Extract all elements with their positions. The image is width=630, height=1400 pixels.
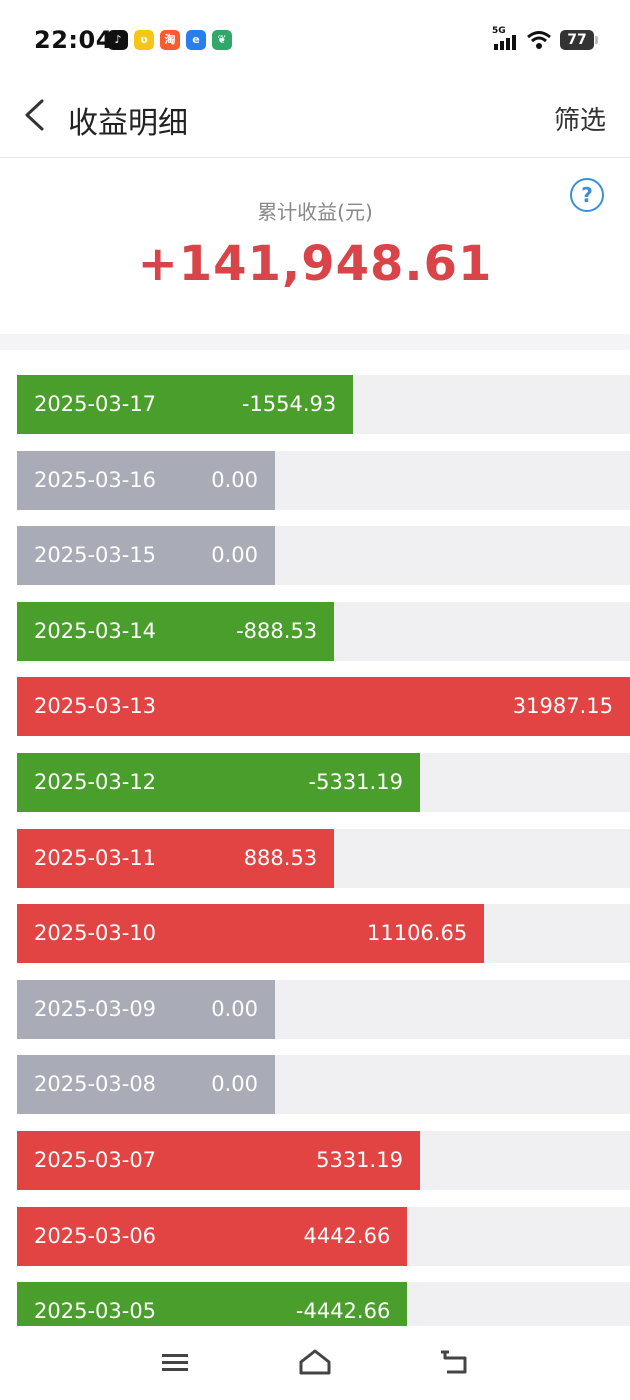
status-bar: 22:04 ♪ ʋ 淘 e ❦ 5G 77 [0, 0, 630, 82]
earnings-bar [17, 601, 335, 661]
earnings-date: 2025-03-09 [34, 996, 157, 1021]
earnings-row[interactable]: 2025-03-16 0.00 [17, 450, 630, 510]
earnings-row[interactable]: 2025-03-17 -1554.93 [17, 375, 630, 434]
earnings-bar [17, 1206, 408, 1266]
tiktok-icon: ♪ [108, 30, 128, 50]
earnings-bar [17, 828, 335, 888]
status-right: 5G 77 [492, 26, 598, 50]
earnings-date: 2025-03-16 [34, 467, 157, 492]
back-nav-icon[interactable] [437, 1346, 473, 1378]
total-earnings-label: 累计收益(元) [257, 200, 373, 224]
earnings-amount: 0.00 [211, 467, 258, 492]
earnings-date: 2025-03-14 [34, 618, 157, 643]
earnings-amount: -5331.19 [308, 770, 403, 794]
page-title: 收益明细 [68, 106, 188, 141]
navigation-bar: 收益明细 筛选 [0, 82, 630, 158]
earnings-bar [17, 677, 630, 737]
earnings-bar [17, 526, 275, 586]
earnings-amount: 0.00 [211, 543, 258, 568]
menu-icon[interactable] [157, 1346, 193, 1378]
network-type-label: 5G [492, 26, 506, 36]
earnings-date: 2025-03-13 [34, 694, 157, 719]
earnings-row[interactable]: 2025-03-05 -4442.66 [17, 1282, 630, 1326]
status-time: 22:04 [34, 26, 113, 54]
home-icon[interactable] [297, 1346, 333, 1378]
earnings-amount: 5331.19 [316, 1148, 403, 1172]
earnings-date: 2025-03-12 [34, 770, 157, 794]
earnings-date: 2025-03-15 [34, 543, 157, 568]
earnings-amount: 0.00 [211, 996, 258, 1021]
earnings-bar [17, 1055, 275, 1115]
browser-icon: e [186, 30, 206, 50]
section-divider [0, 334, 630, 350]
notification-icons: ♪ ʋ 淘 e ❦ [108, 30, 232, 50]
earnings-row[interactable]: 2025-03-15 0.00 [17, 526, 630, 586]
earnings-row[interactable]: 2025-03-14 -888.53 [17, 601, 630, 661]
earnings-date: 2025-03-07 [34, 1148, 157, 1172]
earnings-date: 2025-03-17 [34, 392, 157, 416]
earnings-date: 2025-03-08 [34, 1072, 157, 1097]
earnings-row[interactable]: 2025-03-12 -5331.19 [17, 753, 630, 812]
earnings-amount: -4442.66 [295, 1299, 391, 1324]
earnings-summary: 累计收益(元) +141,948.61 ? [0, 158, 630, 334]
earnings-bar [17, 979, 275, 1039]
earnings-amount: 11106.65 [366, 921, 468, 946]
green-app-icon: ❦ [212, 30, 232, 50]
system-navigation-bar [0, 1326, 630, 1400]
wifi-icon [527, 31, 551, 49]
earnings-date: 2025-03-05 [34, 1299, 157, 1324]
total-earnings-value: +141,948.61 [137, 236, 493, 292]
earnings-amount: 4442.66 [303, 1223, 391, 1248]
earnings-row[interactable]: 2025-03-06 4442.66 [17, 1206, 630, 1266]
earnings-row[interactable]: 2025-03-11 888.53 [17, 828, 630, 888]
earnings-amount: 0.00 [211, 1072, 258, 1097]
earnings-bar [17, 450, 275, 510]
earnings-row[interactable]: 2025-03-08 0.00 [17, 1055, 630, 1115]
earnings-bar [17, 904, 485, 964]
filter-button[interactable]: 筛选 [553, 106, 606, 136]
earnings-date: 2025-03-06 [34, 1223, 157, 1248]
earnings-bar [17, 1282, 408, 1326]
help-icon[interactable]: ? [570, 178, 604, 212]
earnings-amount: -888.53 [236, 618, 318, 643]
battery-icon: 77 [560, 30, 598, 50]
earnings-row[interactable]: 2025-03-09 0.00 [17, 979, 630, 1039]
earnings-amount: 31987.15 [512, 694, 613, 719]
earnings-bar [17, 375, 354, 434]
bunny-app-icon: ʋ [134, 30, 154, 50]
earnings-date: 2025-03-10 [34, 921, 157, 946]
earnings-row[interactable]: 2025-03-10 11106.65 [17, 904, 630, 964]
earnings-bar [17, 753, 420, 812]
daily-earnings-list: 2025-03-17 -1554.93 2025-03-16 0.00 2025-03-… [0, 350, 630, 1326]
back-arrow-icon[interactable] [20, 98, 50, 132]
earnings-amount: 888.53 [243, 845, 318, 870]
earnings-bar [17, 1131, 420, 1190]
taobao-icon: 淘 [160, 30, 180, 50]
earnings-amount: -1554.93 [241, 392, 337, 416]
cellular-signal-icon: 5G [492, 26, 518, 50]
earnings-row[interactable]: 2025-03-13 31987.15 [17, 677, 630, 737]
battery-level: 77 [567, 32, 587, 48]
earnings-row[interactable]: 2025-03-07 5331.19 [17, 1131, 630, 1190]
earnings-date: 2025-03-11 [34, 845, 157, 870]
